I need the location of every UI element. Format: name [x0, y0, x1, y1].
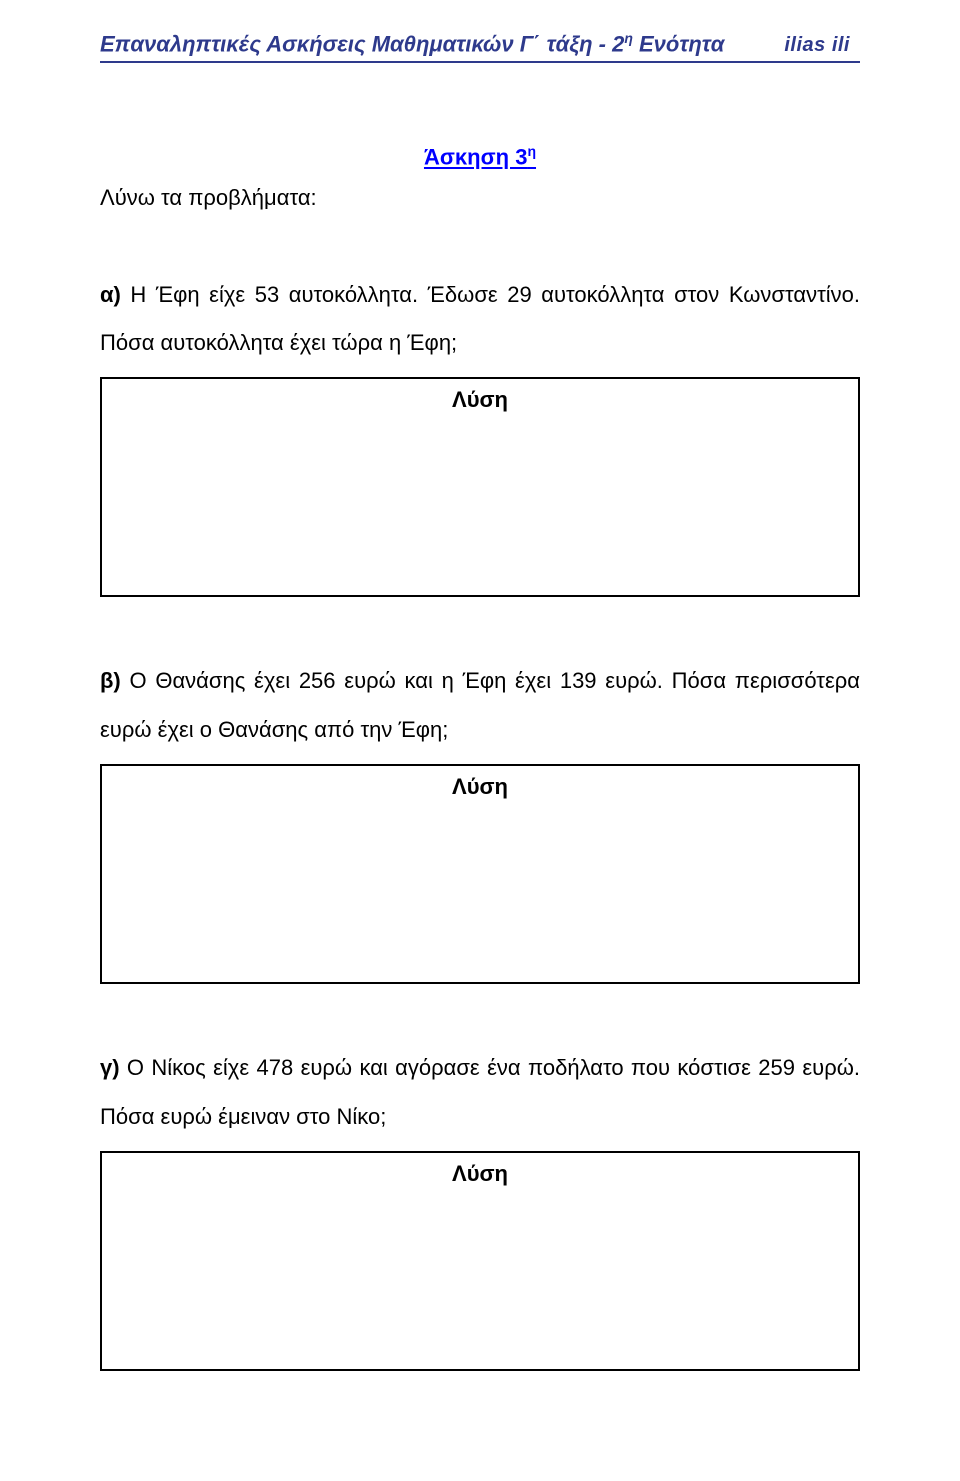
problem-c: γ) Ο Νίκος είχε 478 ευρώ και αγόρασε ένα…: [100, 1044, 860, 1141]
problem-c-label: γ): [100, 1055, 120, 1080]
problem-c-text: Ο Νίκος είχε 478 ευρώ και αγόρασε ένα πο…: [100, 1055, 860, 1128]
problem-b-text: Ο Θανάσης έχει 256 ευρώ και η Έφη έχει 1…: [100, 668, 860, 741]
solution-box-b: Λύση: [100, 764, 860, 984]
problem-b-label: β): [100, 668, 121, 693]
exercise-title: Άσκηση 3η: [100, 143, 860, 170]
solution-box-c: Λύση: [100, 1151, 860, 1371]
exercise-title-sup: η: [527, 143, 536, 159]
problem-a: α) Η Έφη είχε 53 αυτοκόλλητα. Έδωσε 29 α…: [100, 271, 860, 368]
header-author: ilias ili: [784, 34, 850, 57]
problem-a-text: Η Έφη είχε 53 αυτοκόλλητα. Έδωσε 29 αυτο…: [100, 282, 860, 355]
solution-box-a: Λύση: [100, 377, 860, 597]
exercise-instruction: Λύνω τα προβλήματα:: [100, 185, 860, 211]
header-rule: [100, 61, 860, 63]
problem-b: β) Ο Θανάσης έχει 256 ευρώ και η Έφη έχε…: [100, 657, 860, 754]
header-title-sup: η: [624, 30, 633, 46]
worksheet-page: Επαναληπτικές Ασκήσεις Μαθηματικών Γ΄ τά…: [0, 0, 960, 1481]
header-title-prefix: Επαναληπτικές Ασκήσεις Μαθηματικών Γ΄ τά…: [100, 31, 624, 56]
solution-label-a: Λύση: [102, 387, 858, 413]
header-title: Επαναληπτικές Ασκήσεις Μαθηματικών Γ΄ τά…: [100, 30, 724, 57]
header-title-suffix: Ενότητα: [633, 31, 725, 56]
page-header: Επαναληπτικές Ασκήσεις Μαθηματικών Γ΄ τά…: [100, 30, 860, 57]
problem-a-label: α): [100, 282, 121, 307]
solution-label-b: Λύση: [102, 774, 858, 800]
exercise-title-prefix: Άσκηση 3: [424, 145, 527, 170]
solution-label-c: Λύση: [102, 1161, 858, 1187]
